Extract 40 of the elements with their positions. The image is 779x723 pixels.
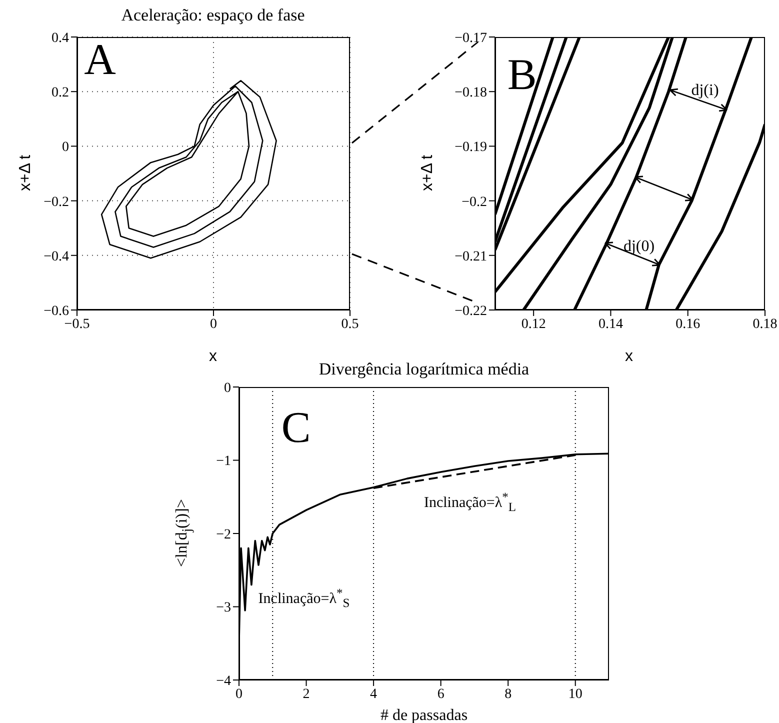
- x-tick-label: −0.5: [64, 316, 90, 332]
- x-tick-label: 0: [236, 686, 242, 702]
- y-axis-title: x+Δ t: [419, 154, 437, 192]
- annotation: B: [507, 50, 537, 100]
- x-tick-label: 2: [302, 686, 310, 702]
- x-tick-label: 10: [568, 686, 582, 702]
- y-tick-label: −0.2: [44, 194, 69, 210]
- y-tick-label: 0.4: [52, 30, 69, 46]
- chart-title: Divergência logarítmica média: [318, 360, 530, 380]
- y-tick-label: −0.6: [44, 304, 69, 319]
- annotation: dj(0): [623, 238, 655, 256]
- y-tick-label: 0: [224, 380, 231, 396]
- y-tick-label: −0.18: [454, 86, 487, 101]
- chart-title: Aceleração: espaço de fase: [121, 6, 305, 26]
- x-tick-label: 4: [370, 686, 378, 702]
- x-tick-label: 0.14: [598, 316, 623, 332]
- annotation: C: [281, 402, 311, 452]
- y-tick-label: −3: [216, 600, 231, 616]
- annotation: dj(i): [691, 82, 719, 100]
- y-tick-label: −4: [216, 674, 231, 689]
- x-axis-title: x: [209, 348, 217, 366]
- y-tick-label: −0.19: [454, 140, 487, 156]
- y-tick-label: 0: [62, 140, 69, 156]
- annotation: A: [84, 34, 116, 84]
- y-axis-title: x+Δ t: [17, 154, 35, 192]
- y-tick-label: −0.22: [454, 304, 487, 319]
- y-tick-label: −0.2: [462, 194, 487, 210]
- y-tick-label: −0.17: [454, 30, 487, 46]
- y-tick-label: −2: [216, 527, 231, 542]
- x-tick-label: 0.12: [521, 316, 546, 332]
- y-tick-label: −0.21: [454, 249, 487, 264]
- x-axis-title: x: [625, 348, 633, 366]
- x-tick-label: 0.16: [676, 316, 700, 332]
- x-tick-label: 0.18: [752, 316, 778, 332]
- y-tick-label: −1: [216, 454, 231, 470]
- y-tick-label: 0.2: [52, 86, 69, 101]
- x-tick-label: 0.5: [341, 316, 359, 332]
- x-tick-label: 8: [504, 686, 512, 702]
- y-tick-label: −0.4: [44, 249, 69, 264]
- x-tick-label: 6: [437, 686, 444, 702]
